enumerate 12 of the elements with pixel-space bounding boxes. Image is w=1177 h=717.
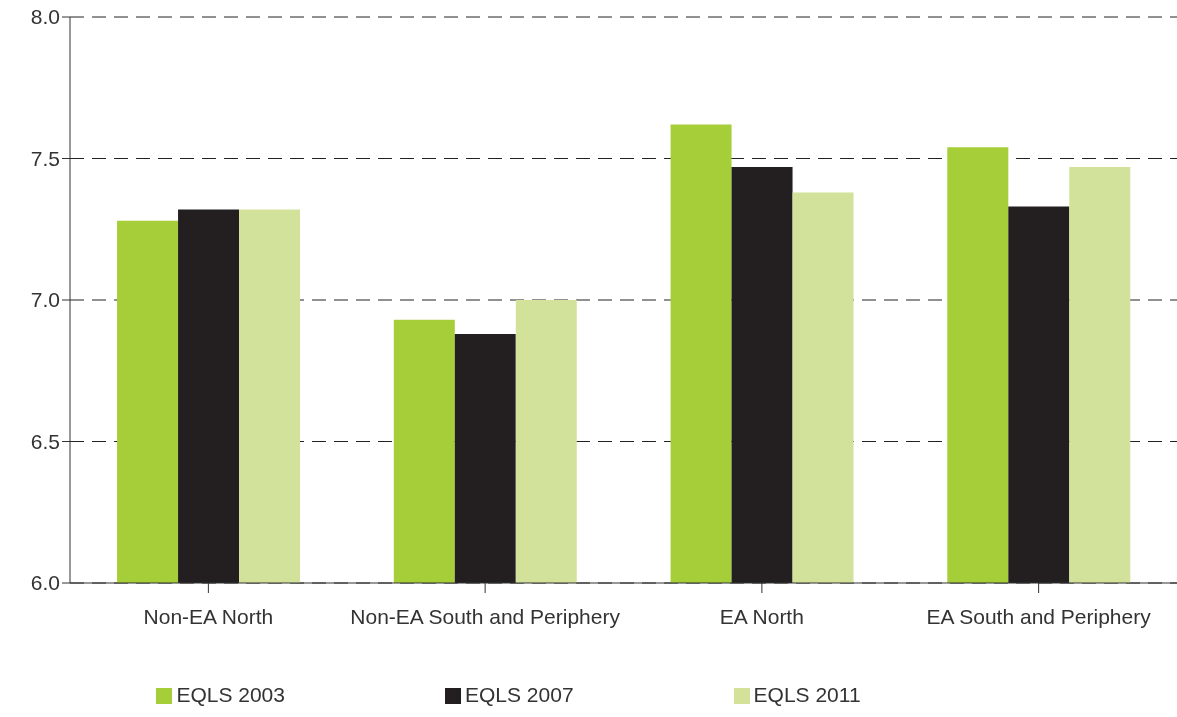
legend-label: EQLS 2003 [176, 683, 285, 706]
y-tick-label: 7.0 [30, 288, 60, 312]
x-tick-label: Non-EA South and Periphery [350, 604, 621, 628]
y-tick-label: 6.5 [30, 429, 60, 453]
x-tick-label: EA North [719, 604, 804, 628]
x-tick-label: Non-EA North [143, 604, 274, 628]
y-tick-label: 7.5 [30, 146, 60, 170]
y-tick-label: 8.0 [30, 5, 60, 29]
legend-label: EQLS 2007 [464, 683, 574, 706]
x-tick-label: EA South and Periphery [926, 604, 1152, 628]
legend-label: EQLS 2011 [753, 683, 861, 706]
y-tick-label: 6.0 [30, 571, 60, 595]
